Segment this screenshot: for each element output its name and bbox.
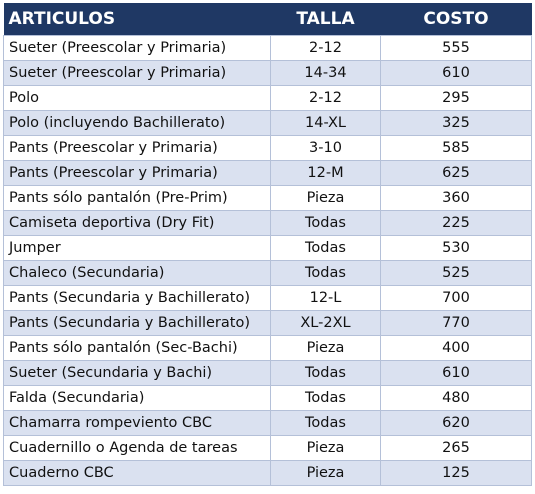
cost-cell: 265	[380, 435, 532, 461]
cost-cell: 610	[380, 360, 532, 386]
table-row: Pants sólo pantalón (Pre-Prim) Pieza 360	[3, 185, 532, 211]
item-cell: Camiseta deportiva (Dry Fit)	[3, 210, 271, 236]
size-cell: 12-M	[270, 160, 381, 186]
size-cell: 14-34	[270, 60, 381, 86]
table-row: Polo (incluyendo Bachillerato) 14-XL 325	[3, 110, 532, 136]
header-cell: TALLA	[270, 3, 381, 36]
header-row: ARTICULOS TALLA COSTO	[3, 3, 532, 36]
size-cell: Pieza	[270, 185, 381, 211]
item-cell: Sueter (Preescolar y Primaria)	[3, 35, 271, 61]
item-cell: Chamarra rompeviento CBC	[3, 410, 271, 436]
size-cell: 2-12	[270, 35, 381, 61]
item-cell: Sueter (Secundaria y Bachi)	[3, 360, 271, 386]
cost-cell: 360	[380, 185, 532, 211]
cost-cell: 325	[380, 110, 532, 136]
size-cell: Todas	[270, 235, 381, 261]
item-cell: Cuadernillo o Agenda de tareas	[3, 435, 271, 461]
item-cell: Polo	[3, 85, 271, 111]
header-cell: ARTICULOS	[3, 3, 271, 36]
cost-cell: 770	[380, 310, 532, 336]
item-cell: Pants sólo pantalón (Sec-Bachi)	[3, 335, 271, 361]
cost-cell: 625	[380, 160, 532, 186]
cost-cell: 530	[380, 235, 532, 261]
size-cell: Todas	[270, 360, 381, 386]
item-cell: Pants (Preescolar y Primaria)	[3, 135, 271, 161]
size-cell: 14-XL	[270, 110, 381, 136]
size-cell: Pieza	[270, 460, 381, 486]
table-row: Pants (Secundaria y Bachillerato) XL-2XL 7…	[3, 310, 532, 336]
cost-cell: 400	[380, 335, 532, 361]
table-row: Pants (Preescolar y Primaria) 12-M 625	[3, 160, 532, 186]
item-cell: Pants (Secundaria y Bachillerato)	[3, 310, 271, 336]
cost-cell: 125	[380, 460, 532, 486]
table-row: Sueter (Preescolar y Primaria) 14-34 610	[3, 60, 532, 86]
cost-cell: 700	[380, 285, 532, 311]
cost-cell: 295	[380, 85, 532, 111]
cost-cell: 555	[380, 35, 532, 61]
size-cell: 3-10	[270, 135, 381, 161]
table-row: Cuadernillo o Agenda de tareas Pieza 265	[3, 435, 532, 461]
size-cell: Todas	[270, 385, 381, 411]
item-cell: Pants (Preescolar y Primaria)	[3, 160, 271, 186]
table-row: Falda (Secundaria) Todas 480	[3, 385, 532, 411]
cost-cell: 585	[380, 135, 532, 161]
table-row: Chamarra rompeviento CBC Todas 620	[3, 410, 532, 436]
cost-cell: 480	[380, 385, 532, 411]
item-cell: Falda (Secundaria)	[3, 385, 271, 411]
size-cell: Pieza	[270, 435, 381, 461]
cost-cell: 225	[380, 210, 532, 236]
table-row: Chaleco (Secundaria) Todas 525	[3, 260, 532, 286]
table-row: Pants sólo pantalón (Sec-Bachi) Pieza 400	[3, 335, 532, 361]
table-row: Polo 2-12 295	[3, 85, 532, 111]
table-row: Pants (Secundaria y Bachillerato) 12-L 700	[3, 285, 532, 311]
item-cell: Pants (Secundaria y Bachillerato)	[3, 285, 271, 311]
size-cell: XL-2XL	[270, 310, 381, 336]
size-cell: 2-12	[270, 85, 381, 111]
cost-cell: 610	[380, 60, 532, 86]
size-cell: Todas	[270, 410, 381, 436]
table-row: Jumper Todas 530	[3, 235, 532, 261]
size-cell: Todas	[270, 260, 381, 286]
item-cell: Sueter (Preescolar y Primaria)	[3, 60, 271, 86]
table-header: ARTICULOS TALLA COSTO	[3, 3, 532, 36]
size-cell: Pieza	[270, 335, 381, 361]
item-cell: Jumper	[3, 235, 271, 261]
table-row: Sueter (Secundaria y Bachi) Todas 610	[3, 360, 532, 386]
price-table-container: ARTICULOS TALLA COSTO Sueter (Preescolar…	[3, 3, 532, 486]
size-cell: 12-L	[270, 285, 381, 311]
table-body: Sueter (Preescolar y Primaria) 2-12 555 Sue…	[3, 35, 532, 486]
table-row: Camiseta deportiva (Dry Fit) Todas 225	[3, 210, 532, 236]
cost-cell: 525	[380, 260, 532, 286]
size-cell: Todas	[270, 210, 381, 236]
price-table: ARTICULOS TALLA COSTO Sueter (Preescolar…	[3, 3, 532, 486]
table-row: Sueter (Preescolar y Primaria) 2-12 555	[3, 35, 532, 61]
table-row: Cuaderno CBC Pieza 125	[3, 460, 532, 486]
header-cell: COSTO	[380, 3, 532, 36]
item-cell: Cuaderno CBC	[3, 460, 271, 486]
cost-cell: 620	[380, 410, 532, 436]
item-cell: Pants sólo pantalón (Pre-Prim)	[3, 185, 271, 211]
item-cell: Chaleco (Secundaria)	[3, 260, 271, 286]
item-cell: Polo (incluyendo Bachillerato)	[3, 110, 271, 136]
table-row: Pants (Preescolar y Primaria) 3-10 585	[3, 135, 532, 161]
